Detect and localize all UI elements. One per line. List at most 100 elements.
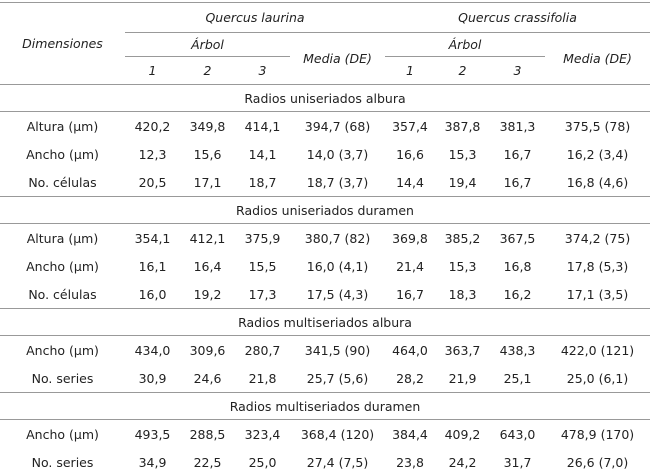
cell: 22,5 xyxy=(193,454,222,470)
cell: 20,5 xyxy=(138,174,167,190)
tree-header: 3 xyxy=(513,63,522,78)
cell: 368,4 (120) xyxy=(300,426,375,442)
cell: 19,4 xyxy=(448,174,477,190)
cell: 387,8 xyxy=(444,118,481,134)
data-row: No. series 34,9 22,5 25,0 27,4 (7,5) 23,8 24,2… xyxy=(0,448,650,471)
row-label: No. células xyxy=(28,174,97,190)
cell: 422,0 (121) xyxy=(560,342,635,358)
cell: 17,1 (3,5) xyxy=(566,286,629,302)
section-row: Radios uniseriados duramen xyxy=(0,196,650,224)
cell: 24,2 xyxy=(448,454,477,470)
tree-header: 1 xyxy=(148,63,157,78)
cell: 34,9 xyxy=(138,454,167,470)
cell: 363,7 xyxy=(444,342,481,358)
cell: 28,2 xyxy=(396,370,424,386)
tree-header: 2 xyxy=(203,63,212,78)
section-title: Radios multiseriados albura xyxy=(0,308,650,336)
row-label: Altura (µm) xyxy=(26,118,99,134)
header-row: Dimensiones Quercus laurina Quercus crassi… xyxy=(0,2,650,51)
cell: 16,2 xyxy=(503,286,532,302)
cell: 374,2 (75) xyxy=(564,230,631,246)
cell: 438,3 xyxy=(499,342,536,358)
cell: 15,3 xyxy=(448,146,477,162)
tree-header: 1 xyxy=(406,63,414,78)
cell: 288,5 xyxy=(189,426,226,442)
cell: 412,1 xyxy=(189,230,226,246)
cell: 14,1 xyxy=(248,146,277,162)
section-title: Radios uniseriados albura xyxy=(0,84,650,112)
cell: 414,1 xyxy=(244,118,281,134)
cell: 16,0 (4,1) xyxy=(306,258,369,274)
cell: 493,5 xyxy=(134,426,171,442)
section-row: Radios multiseriados albura xyxy=(0,308,650,336)
cell: 16,8 (4,6) xyxy=(566,174,629,190)
cell: 24,6 xyxy=(193,370,222,386)
cell: 18,3 xyxy=(448,286,477,302)
cell: 16,2 (3,4) xyxy=(566,146,629,162)
row-label: Ancho (µm) xyxy=(26,258,99,274)
data-row: Ancho (µm) 16,1 16,4 15,5 16,0 (4,1) 21,4 15,3… xyxy=(0,252,650,280)
cell: 25,0 xyxy=(248,454,277,470)
cell: 16,7 xyxy=(396,286,424,302)
data-row: No. series 30,9 24,6 21,8 25,7 (5,6) 28,2 21,9… xyxy=(0,364,650,393)
group-header: Árbol xyxy=(125,32,290,57)
cell: 18,7 (3,7) xyxy=(306,174,369,190)
cell: 434,0 xyxy=(134,342,171,358)
cell: 385,2 xyxy=(444,230,481,246)
cell: 17,1 xyxy=(193,174,222,190)
data-row: No. células 20,5 17,1 18,7 18,7 (3,7) 14,4 19,… xyxy=(0,168,650,197)
cell: 17,8 (5,3) xyxy=(566,258,629,274)
cell: 384,4 xyxy=(392,426,428,442)
cell: 17,5 (4,3) xyxy=(306,286,369,302)
cell: 367,5 xyxy=(499,230,536,246)
cell: 643,0 xyxy=(499,426,536,442)
cell: 21,8 xyxy=(248,370,277,386)
cell: 14,4 xyxy=(396,174,424,190)
cell: 464,0 xyxy=(392,342,428,358)
cell: 21,9 xyxy=(448,370,477,386)
cell: 381,3 xyxy=(499,118,536,134)
cell: 16,0 xyxy=(138,286,167,302)
cell: 17,3 xyxy=(248,286,277,302)
cell: 31,7 xyxy=(503,454,532,470)
section-row: Radios multiseriados duramen xyxy=(0,392,650,420)
row-label: No. series xyxy=(31,370,94,386)
cell: 15,3 xyxy=(448,258,477,274)
row-label: Ancho (µm) xyxy=(26,146,99,162)
cell: 23,8 xyxy=(396,454,424,470)
data-row: No. células 16,0 19,2 17,3 17,5 (4,3) 16,7 18,… xyxy=(0,280,650,309)
cell: 14,0 (3,7) xyxy=(306,146,369,162)
cell: 18,7 xyxy=(248,174,277,190)
group-header: Árbol xyxy=(385,32,545,57)
cell: 375,5 (78) xyxy=(564,118,631,134)
data-row: Ancho (µm) 493,5 288,5 323,4 368,4 (120) 384,… xyxy=(0,420,650,449)
data-row: Ancho (µm) 434,0 309,6 280,7 341,5 (90) 464,0… xyxy=(0,336,650,365)
cell: 19,2 xyxy=(193,286,222,302)
dimension-header: Dimensiones xyxy=(22,36,103,51)
cell: 409,2 xyxy=(444,426,481,442)
header-row: Árbol Media (DE) Árbol Media (DE) xyxy=(0,32,650,66)
cell: 16,7 xyxy=(503,146,532,162)
cell: 309,6 xyxy=(189,342,226,358)
cell: 25,7 (5,6) xyxy=(306,370,369,386)
species-header: Quercus crassifolia xyxy=(385,2,650,33)
cell: 380,7 (82) xyxy=(304,230,371,246)
cell: 375,9 xyxy=(244,230,281,246)
cell: 369,8 xyxy=(392,230,428,246)
cell: 420,2 xyxy=(134,118,171,134)
cell: 357,4 xyxy=(392,118,428,134)
cell: 16,8 xyxy=(503,258,532,274)
section-title: Radios uniseriados duramen xyxy=(0,196,650,224)
cell: 15,6 xyxy=(193,146,222,162)
cell: 478,9 (170) xyxy=(560,426,635,442)
cell: 323,4 xyxy=(244,426,281,442)
cell: 21,4 xyxy=(396,258,424,274)
species-header: Quercus laurina xyxy=(125,2,385,33)
cell: 30,9 xyxy=(138,370,167,386)
cell: 25,1 xyxy=(503,370,532,386)
cell: 16,7 xyxy=(503,174,532,190)
section-title: Radios multiseriados duramen xyxy=(0,392,650,420)
cell: 341,5 (90) xyxy=(304,342,371,358)
data-row: Altura (µm) 354,1 412,1 375,9 380,7 (82) 369,… xyxy=(0,224,650,253)
